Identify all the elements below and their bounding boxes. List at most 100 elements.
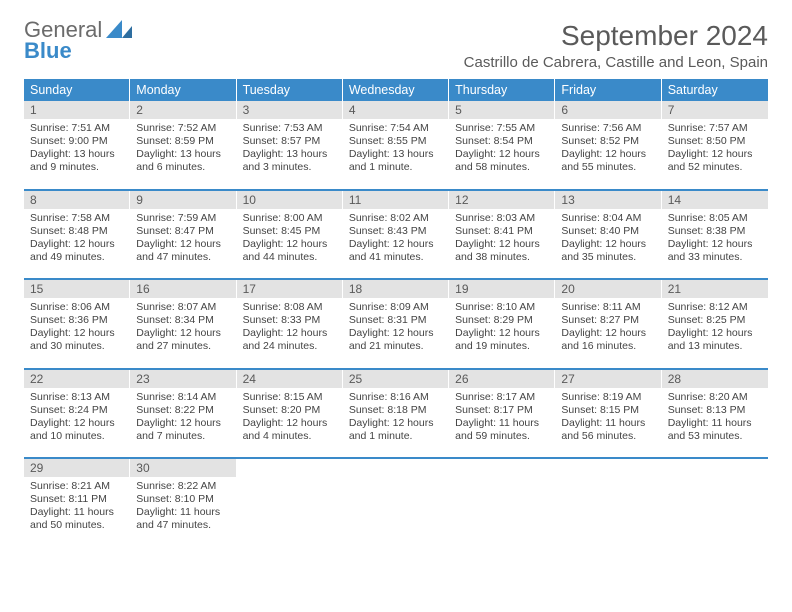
- day-line-ss: Sunset: 8:15 PM: [561, 404, 655, 417]
- day-cell: 20Sunrise: 8:11 AMSunset: 8:27 PMDayligh…: [555, 280, 661, 358]
- day-line-ss: Sunset: 8:57 PM: [243, 135, 337, 148]
- day-number: .: [237, 459, 343, 477]
- day-number: 27: [555, 370, 661, 388]
- day-body: Sunrise: 7:57 AMSunset: 8:50 PMDaylight:…: [662, 119, 768, 179]
- day-line-d2: and 9 minutes.: [30, 161, 124, 174]
- day-line-ss: Sunset: 8:45 PM: [243, 225, 337, 238]
- week-row: 15Sunrise: 8:06 AMSunset: 8:36 PMDayligh…: [24, 278, 768, 358]
- day-number: 25: [343, 370, 449, 388]
- day-line-d1: Daylight: 12 hours: [561, 238, 655, 251]
- day-cell: .: [555, 459, 661, 537]
- week-spacer: [24, 447, 768, 457]
- day-body: Sunrise: 8:11 AMSunset: 8:27 PMDaylight:…: [555, 298, 661, 358]
- day-line-ss: Sunset: 8:11 PM: [30, 493, 124, 506]
- day-line-d1: Daylight: 12 hours: [668, 148, 762, 161]
- day-number: .: [343, 459, 449, 477]
- day-number: 16: [130, 280, 236, 298]
- day-cell: 7Sunrise: 7:57 AMSunset: 8:50 PMDaylight…: [662, 101, 768, 179]
- day-line-sr: Sunrise: 8:00 AM: [243, 212, 337, 225]
- week-row: 22Sunrise: 8:13 AMSunset: 8:24 PMDayligh…: [24, 368, 768, 448]
- day-cell: 26Sunrise: 8:17 AMSunset: 8:17 PMDayligh…: [449, 370, 555, 448]
- day-cell: 23Sunrise: 8:14 AMSunset: 8:22 PMDayligh…: [130, 370, 236, 448]
- day-line-d2: and 41 minutes.: [349, 251, 443, 264]
- location-text: Castrillo de Cabrera, Castille and Leon,…: [464, 54, 768, 71]
- day-line-d1: Daylight: 12 hours: [243, 238, 337, 251]
- day-body: Sunrise: 8:08 AMSunset: 8:33 PMDaylight:…: [237, 298, 343, 358]
- day-line-ss: Sunset: 8:13 PM: [668, 404, 762, 417]
- day-line-ss: Sunset: 8:38 PM: [668, 225, 762, 238]
- day-cell: 3Sunrise: 7:53 AMSunset: 8:57 PMDaylight…: [237, 101, 343, 179]
- day-line-d1: Daylight: 12 hours: [136, 327, 230, 340]
- day-line-sr: Sunrise: 7:55 AM: [455, 122, 549, 135]
- day-number: 20: [555, 280, 661, 298]
- day-cell: 15Sunrise: 8:06 AMSunset: 8:36 PMDayligh…: [24, 280, 130, 358]
- day-line-d2: and 47 minutes.: [136, 519, 230, 532]
- day-line-d2: and 19 minutes.: [455, 340, 549, 353]
- day-cell: .: [343, 459, 449, 537]
- dow-header: Tuesday: [237, 79, 343, 101]
- day-line-sr: Sunrise: 8:05 AM: [668, 212, 762, 225]
- day-body: Sunrise: 7:54 AMSunset: 8:55 PMDaylight:…: [343, 119, 449, 179]
- day-line-ss: Sunset: 8:25 PM: [668, 314, 762, 327]
- week-spacer: [24, 358, 768, 368]
- month-title: September 2024: [464, 20, 768, 52]
- day-cell: .: [237, 459, 343, 537]
- day-line-sr: Sunrise: 8:22 AM: [136, 480, 230, 493]
- day-line-sr: Sunrise: 8:20 AM: [668, 391, 762, 404]
- week-row: 29Sunrise: 8:21 AMSunset: 8:11 PMDayligh…: [24, 457, 768, 537]
- day-line-sr: Sunrise: 8:09 AM: [349, 301, 443, 314]
- day-line-d2: and 6 minutes.: [136, 161, 230, 174]
- day-line-d1: Daylight: 12 hours: [349, 327, 443, 340]
- week-row: 8Sunrise: 7:58 AMSunset: 8:48 PMDaylight…: [24, 189, 768, 269]
- day-number: 9: [130, 191, 236, 209]
- day-cell: 4Sunrise: 7:54 AMSunset: 8:55 PMDaylight…: [343, 101, 449, 179]
- day-line-d1: Daylight: 12 hours: [561, 148, 655, 161]
- day-line-sr: Sunrise: 8:02 AM: [349, 212, 443, 225]
- day-line-ss: Sunset: 8:47 PM: [136, 225, 230, 238]
- day-body: Sunrise: 8:02 AMSunset: 8:43 PMDaylight:…: [343, 209, 449, 269]
- day-line-sr: Sunrise: 8:12 AM: [668, 301, 762, 314]
- day-line-d1: Daylight: 12 hours: [136, 417, 230, 430]
- brand-word2: Blue: [24, 38, 72, 63]
- day-line-sr: Sunrise: 8:21 AM: [30, 480, 124, 493]
- day-number: 19: [449, 280, 555, 298]
- day-number: .: [555, 459, 661, 477]
- day-line-d1: Daylight: 12 hours: [455, 148, 549, 161]
- day-line-d1: Daylight: 13 hours: [136, 148, 230, 161]
- day-cell: 8Sunrise: 7:58 AMSunset: 8:48 PMDaylight…: [24, 191, 130, 269]
- day-cell: 1Sunrise: 7:51 AMSunset: 9:00 PMDaylight…: [24, 101, 130, 179]
- day-line-ss: Sunset: 8:24 PM: [30, 404, 124, 417]
- dow-header-row: SundayMondayTuesdayWednesdayThursdayFrid…: [24, 79, 768, 101]
- day-line-sr: Sunrise: 7:58 AM: [30, 212, 124, 225]
- week-spacer: [24, 179, 768, 189]
- day-body: Sunrise: 8:07 AMSunset: 8:34 PMDaylight:…: [130, 298, 236, 358]
- day-line-d2: and 13 minutes.: [668, 340, 762, 353]
- day-line-ss: Sunset: 8:18 PM: [349, 404, 443, 417]
- day-body: Sunrise: 7:53 AMSunset: 8:57 PMDaylight:…: [237, 119, 343, 179]
- day-line-sr: Sunrise: 7:56 AM: [561, 122, 655, 135]
- day-cell: 13Sunrise: 8:04 AMSunset: 8:40 PMDayligh…: [555, 191, 661, 269]
- day-cell: 27Sunrise: 8:19 AMSunset: 8:15 PMDayligh…: [555, 370, 661, 448]
- day-cell: 30Sunrise: 8:22 AMSunset: 8:10 PMDayligh…: [130, 459, 236, 537]
- day-number: 12: [449, 191, 555, 209]
- day-line-d2: and 7 minutes.: [136, 430, 230, 443]
- day-cell: 10Sunrise: 8:00 AMSunset: 8:45 PMDayligh…: [237, 191, 343, 269]
- day-line-d1: Daylight: 12 hours: [668, 327, 762, 340]
- day-cell: 12Sunrise: 8:03 AMSunset: 8:41 PMDayligh…: [449, 191, 555, 269]
- dow-header: Wednesday: [343, 79, 449, 101]
- day-line-d2: and 58 minutes.: [455, 161, 549, 174]
- day-line-sr: Sunrise: 8:03 AM: [455, 212, 549, 225]
- day-number: 18: [343, 280, 449, 298]
- day-line-sr: Sunrise: 8:19 AM: [561, 391, 655, 404]
- header: General Blue September 2024 Castrillo de…: [24, 20, 768, 71]
- day-number: 5: [449, 101, 555, 119]
- day-line-ss: Sunset: 8:34 PM: [136, 314, 230, 327]
- day-line-d2: and 1 minute.: [349, 161, 443, 174]
- day-line-d2: and 35 minutes.: [561, 251, 655, 264]
- day-cell: 29Sunrise: 8:21 AMSunset: 8:11 PMDayligh…: [24, 459, 130, 537]
- day-line-sr: Sunrise: 7:51 AM: [30, 122, 124, 135]
- day-number: 6: [555, 101, 661, 119]
- day-line-d1: Daylight: 12 hours: [30, 327, 124, 340]
- day-cell: 24Sunrise: 8:15 AMSunset: 8:20 PMDayligh…: [237, 370, 343, 448]
- day-line-d2: and 21 minutes.: [349, 340, 443, 353]
